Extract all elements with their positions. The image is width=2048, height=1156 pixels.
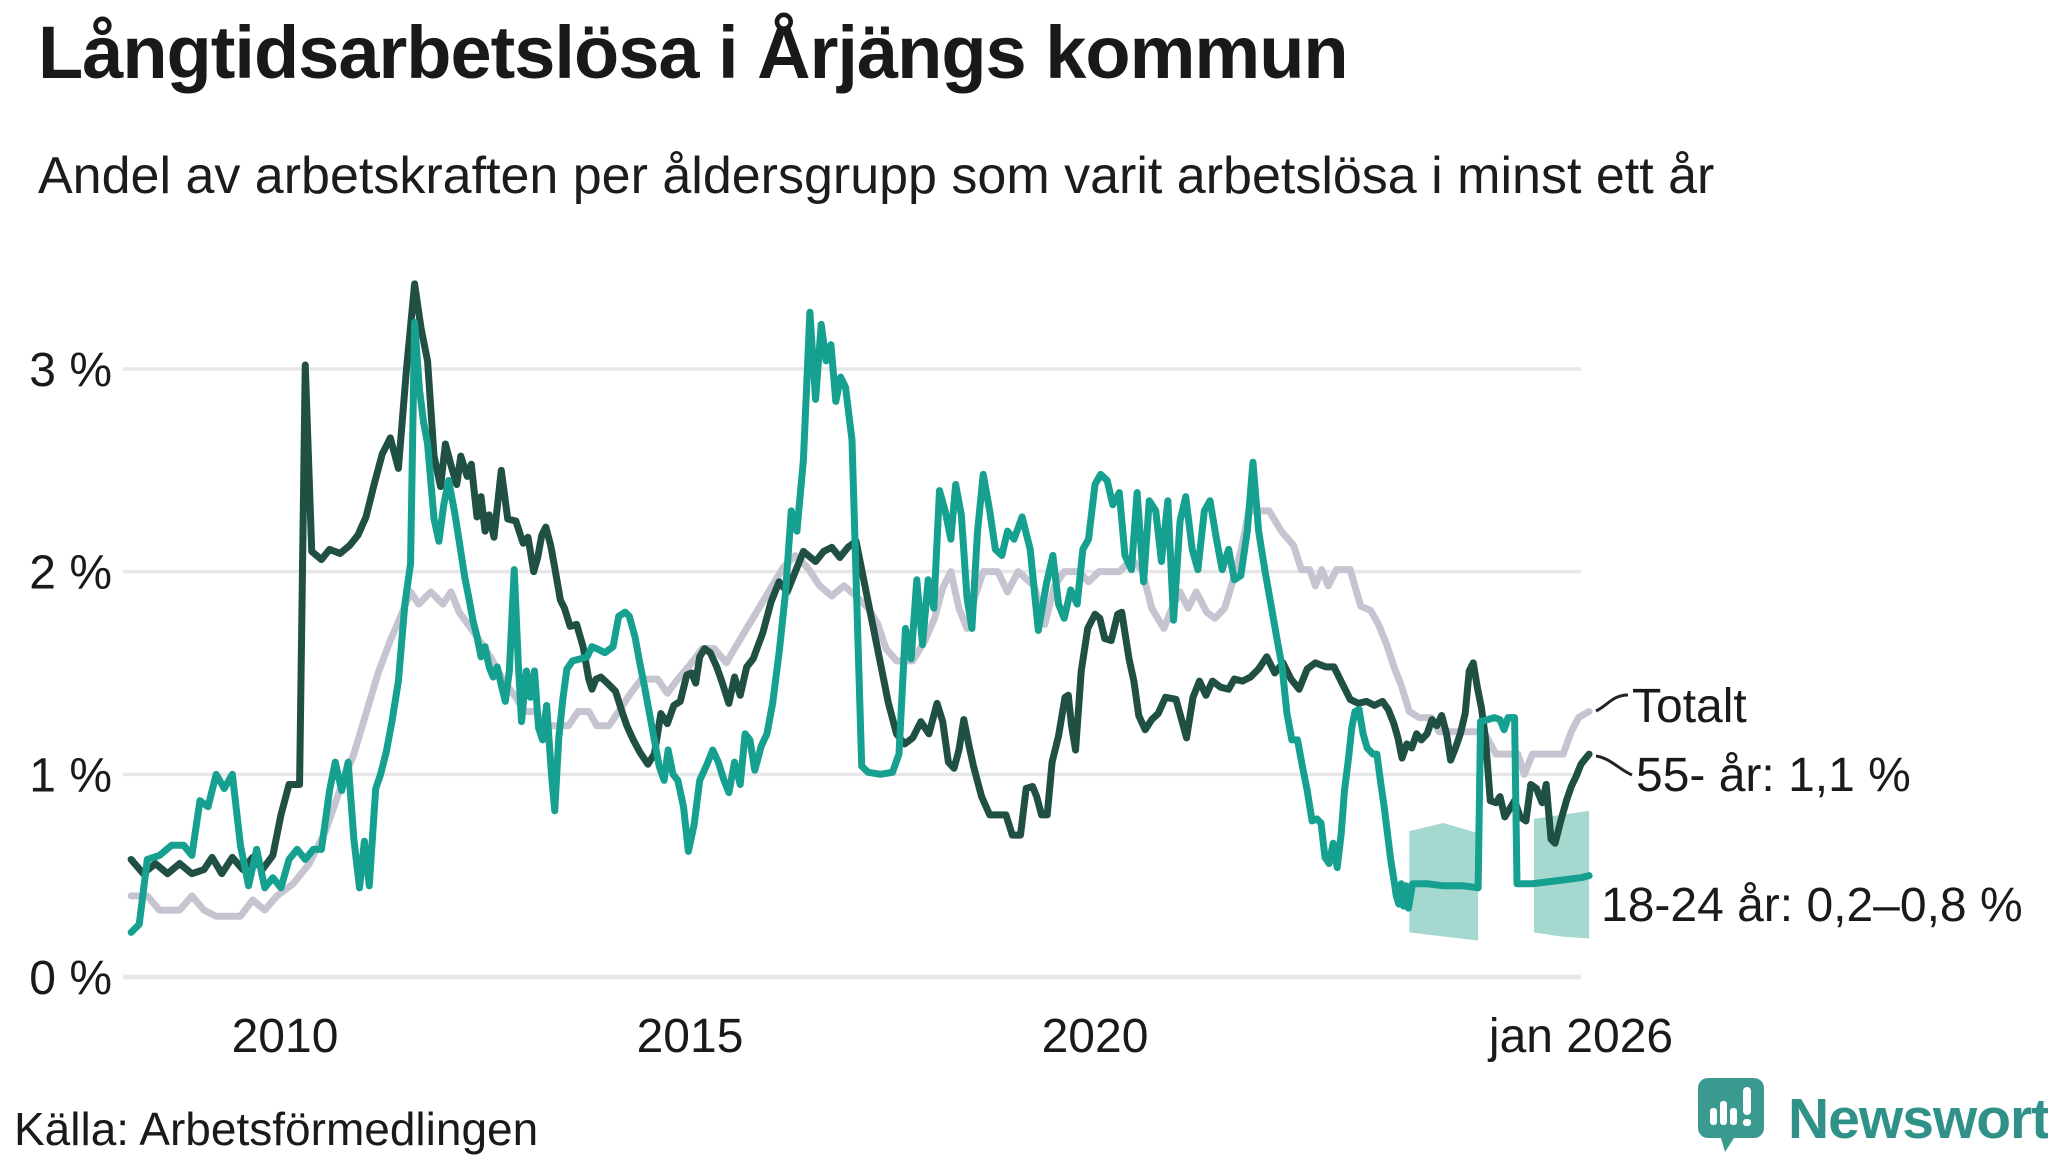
page-subtitle: Andel av arbetskraften per åldersgrupp s… (38, 147, 1715, 205)
x-axis-tick-label: 2015 (637, 1010, 744, 1063)
y-axis-tick-label: 0 % (29, 952, 112, 1005)
series-line-55-ar (127, 280, 1593, 878)
newsworthy-icon (1698, 1078, 1764, 1152)
label-connector-55-ar (1595, 754, 1633, 777)
label-connector-totalt (1595, 693, 1629, 713)
newsworthy-logo (1698, 1078, 1768, 1152)
series-label-18-24-ar: 18-24 år: 0,2–0,8 % (1601, 879, 2023, 932)
y-axis-tick-label: 1 % (29, 749, 112, 802)
source-note: Källa: Arbetsförmedlingen (14, 1103, 539, 1155)
y-axis-tick-label: 3 % (29, 344, 112, 397)
page-title: Långtidsarbetslösa i Årjängs kommun (38, 11, 1349, 94)
uncertainty-band-1 (1409, 822, 1479, 941)
series-label-totalt: Totalt (1632, 680, 1747, 733)
x-axis-tick-label: 2010 (232, 1010, 339, 1063)
series-label-55-ar: 55- år: 1,1 % (1636, 749, 1911, 802)
x-axis-tick-label: jan 2026 (1487, 1010, 1673, 1063)
series-line-18-24-ar (127, 308, 1593, 936)
x-axis-tick-label: 2020 (1042, 1010, 1149, 1063)
uncertainty-band-2 (1534, 810, 1590, 939)
y-axis-tick-label: 2 % (29, 547, 112, 600)
brand-wordmark: Newsworthy (1788, 1087, 2048, 1151)
